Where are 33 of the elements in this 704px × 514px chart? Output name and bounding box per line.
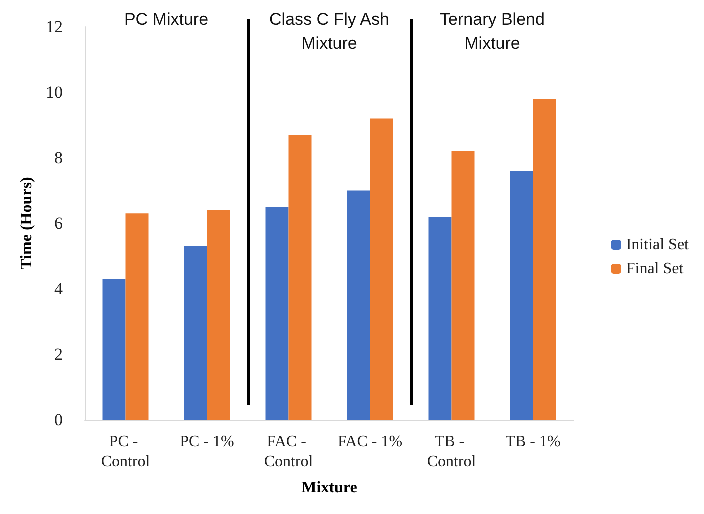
text: Mixture xyxy=(302,480,358,496)
y-tick-label: 8 xyxy=(54,148,63,168)
bar xyxy=(428,216,452,420)
x-tick-label: TB - 1% xyxy=(506,434,561,450)
x-tick-label: TB - Control xyxy=(427,434,477,470)
bar xyxy=(370,118,394,420)
x-tick-label: PC - Control xyxy=(101,434,151,470)
y-tick-label: 0 xyxy=(54,410,63,430)
legend-label: Initial Set xyxy=(626,236,690,254)
x-tick-label: FAC - 1% xyxy=(338,434,403,450)
text: Class C Fly Ash xyxy=(270,10,390,29)
bar xyxy=(266,207,289,420)
annotation: PC Mixture xyxy=(123,9,210,31)
y-tick-label: 12 xyxy=(46,18,63,36)
bar xyxy=(102,279,126,420)
bar xyxy=(126,214,149,420)
bar xyxy=(347,190,370,420)
y-tick-label: 10 xyxy=(46,83,63,102)
x-tick-label: FAC - Control xyxy=(264,434,314,470)
bar xyxy=(533,99,556,420)
x-tick-label: PC - 1% xyxy=(180,434,234,450)
bar xyxy=(184,246,208,420)
y-tick-label: 4 xyxy=(54,280,64,298)
legend-label: Final Set xyxy=(626,260,684,278)
bar xyxy=(207,210,230,420)
y-tick-label: 2 xyxy=(54,345,63,364)
y-tick-label: 6 xyxy=(54,214,63,233)
bar xyxy=(452,151,475,420)
x-axis-title: Mixture xyxy=(302,34,358,53)
annotation: Ternary Blend Mixture xyxy=(439,9,546,55)
bar xyxy=(288,135,312,420)
y-axis-title: Time (Hours) xyxy=(18,177,36,270)
bar xyxy=(510,171,534,420)
